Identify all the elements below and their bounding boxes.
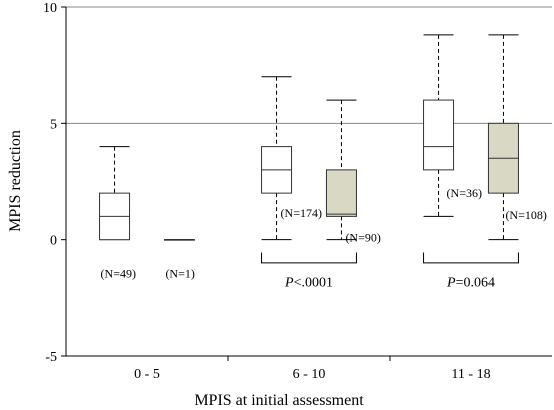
- axes: [65, 7, 552, 357]
- n-labels: (N=49) (N=1) (N=174) (N=90) (N=36) (N=108): [101, 186, 547, 280]
- comparison-bracket: [423, 252, 519, 264]
- n-label: (N=49): [101, 266, 136, 280]
- x-tick-label: 0 - 5: [134, 367, 160, 382]
- box: [325, 169, 357, 217]
- y-tick-label: 10: [43, 1, 57, 16]
- y-tick-label: 5: [50, 117, 57, 132]
- x-tick-label: 6 - 10: [293, 367, 326, 382]
- p-value-label: P<.0001: [284, 276, 333, 291]
- x-axis-title: MPIS at initial assessment: [194, 392, 364, 409]
- n-label: (N=90): [345, 230, 380, 244]
- comparison-bracket: [261, 252, 357, 264]
- p-value-label: P=0.064: [446, 276, 495, 291]
- n-label: (N=1): [165, 266, 194, 280]
- box: [423, 99, 455, 171]
- y-tick-labels: -5 0 5 10: [43, 1, 66, 365]
- p-value: <.0001: [294, 276, 333, 291]
- y-axis-title: MPIS reduction: [7, 130, 24, 232]
- p-symbol: P: [284, 276, 294, 291]
- p-value: =0.064: [456, 276, 495, 291]
- y-tick-label: 0: [50, 234, 57, 249]
- gridlines: [66, 6, 552, 124]
- p-symbol: P: [446, 276, 456, 291]
- comparison-brackets: P<.0001 P=0.064: [261, 252, 519, 291]
- boxes: [99, 34, 519, 241]
- n-label: (N=36): [447, 186, 482, 200]
- x-tick-labels: 0 - 5 6 - 10 11 - 18: [134, 356, 491, 382]
- n-label: (N=174): [281, 206, 322, 220]
- y-tick-label: -5: [45, 350, 57, 365]
- x-tick-label: 11 - 18: [451, 367, 490, 382]
- n-label: (N=108): [505, 208, 546, 222]
